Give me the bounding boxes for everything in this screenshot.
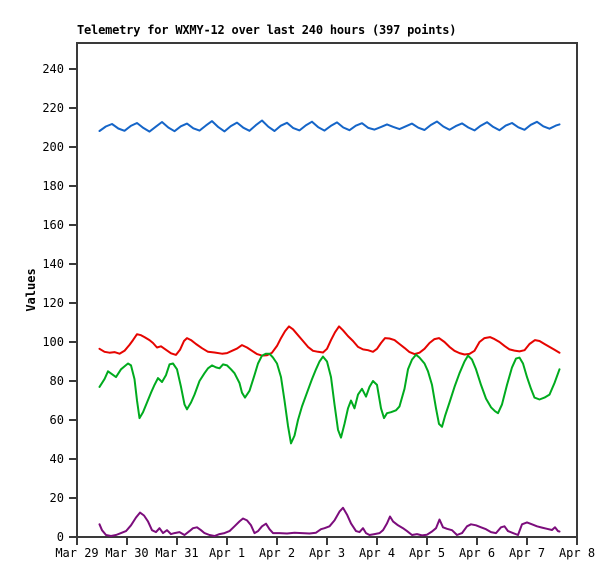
x-tick-label: Mar 29 [55,546,98,560]
x-tick-label: Apr 8 [559,546,595,560]
x-tick-label: Apr 6 [459,546,495,560]
y-tick-label: 20 [50,491,64,505]
y-tick-label: 160 [42,218,64,232]
series-blue-line [98,119,561,133]
plot-frame [76,42,578,538]
chart-title: Telemetry for WXMY-12 over last 240 hour… [77,23,457,37]
x-tick-label: Mar 31 [155,546,198,560]
x-tick-label: Apr 5 [409,546,445,560]
x-tick-label: Apr 3 [309,546,345,560]
y-tick-label: 80 [50,374,64,388]
series-purple-line [98,506,561,537]
x-tick-label: Apr 7 [509,546,545,560]
y-tick-label: 60 [50,413,64,427]
y-tick-label: 220 [42,101,64,115]
x-tick-label: Mar 30 [105,546,148,560]
series-green-line [98,352,561,445]
y-tick-label: 40 [50,452,64,466]
x-tick-label: Apr 4 [359,546,395,560]
y-tick-label: 120 [42,296,64,310]
series-red-line [98,325,561,357]
y-tick-label: 140 [42,257,64,271]
y-tick-label: 200 [42,140,64,154]
y-tick-label: 0 [57,530,64,544]
y-tick-label: 100 [42,335,64,349]
x-tick-label: Apr 2 [259,546,295,560]
x-tick-label: Apr 1 [209,546,245,560]
y-tick-label: 240 [42,62,64,76]
y-tick-label: 180 [42,179,64,193]
